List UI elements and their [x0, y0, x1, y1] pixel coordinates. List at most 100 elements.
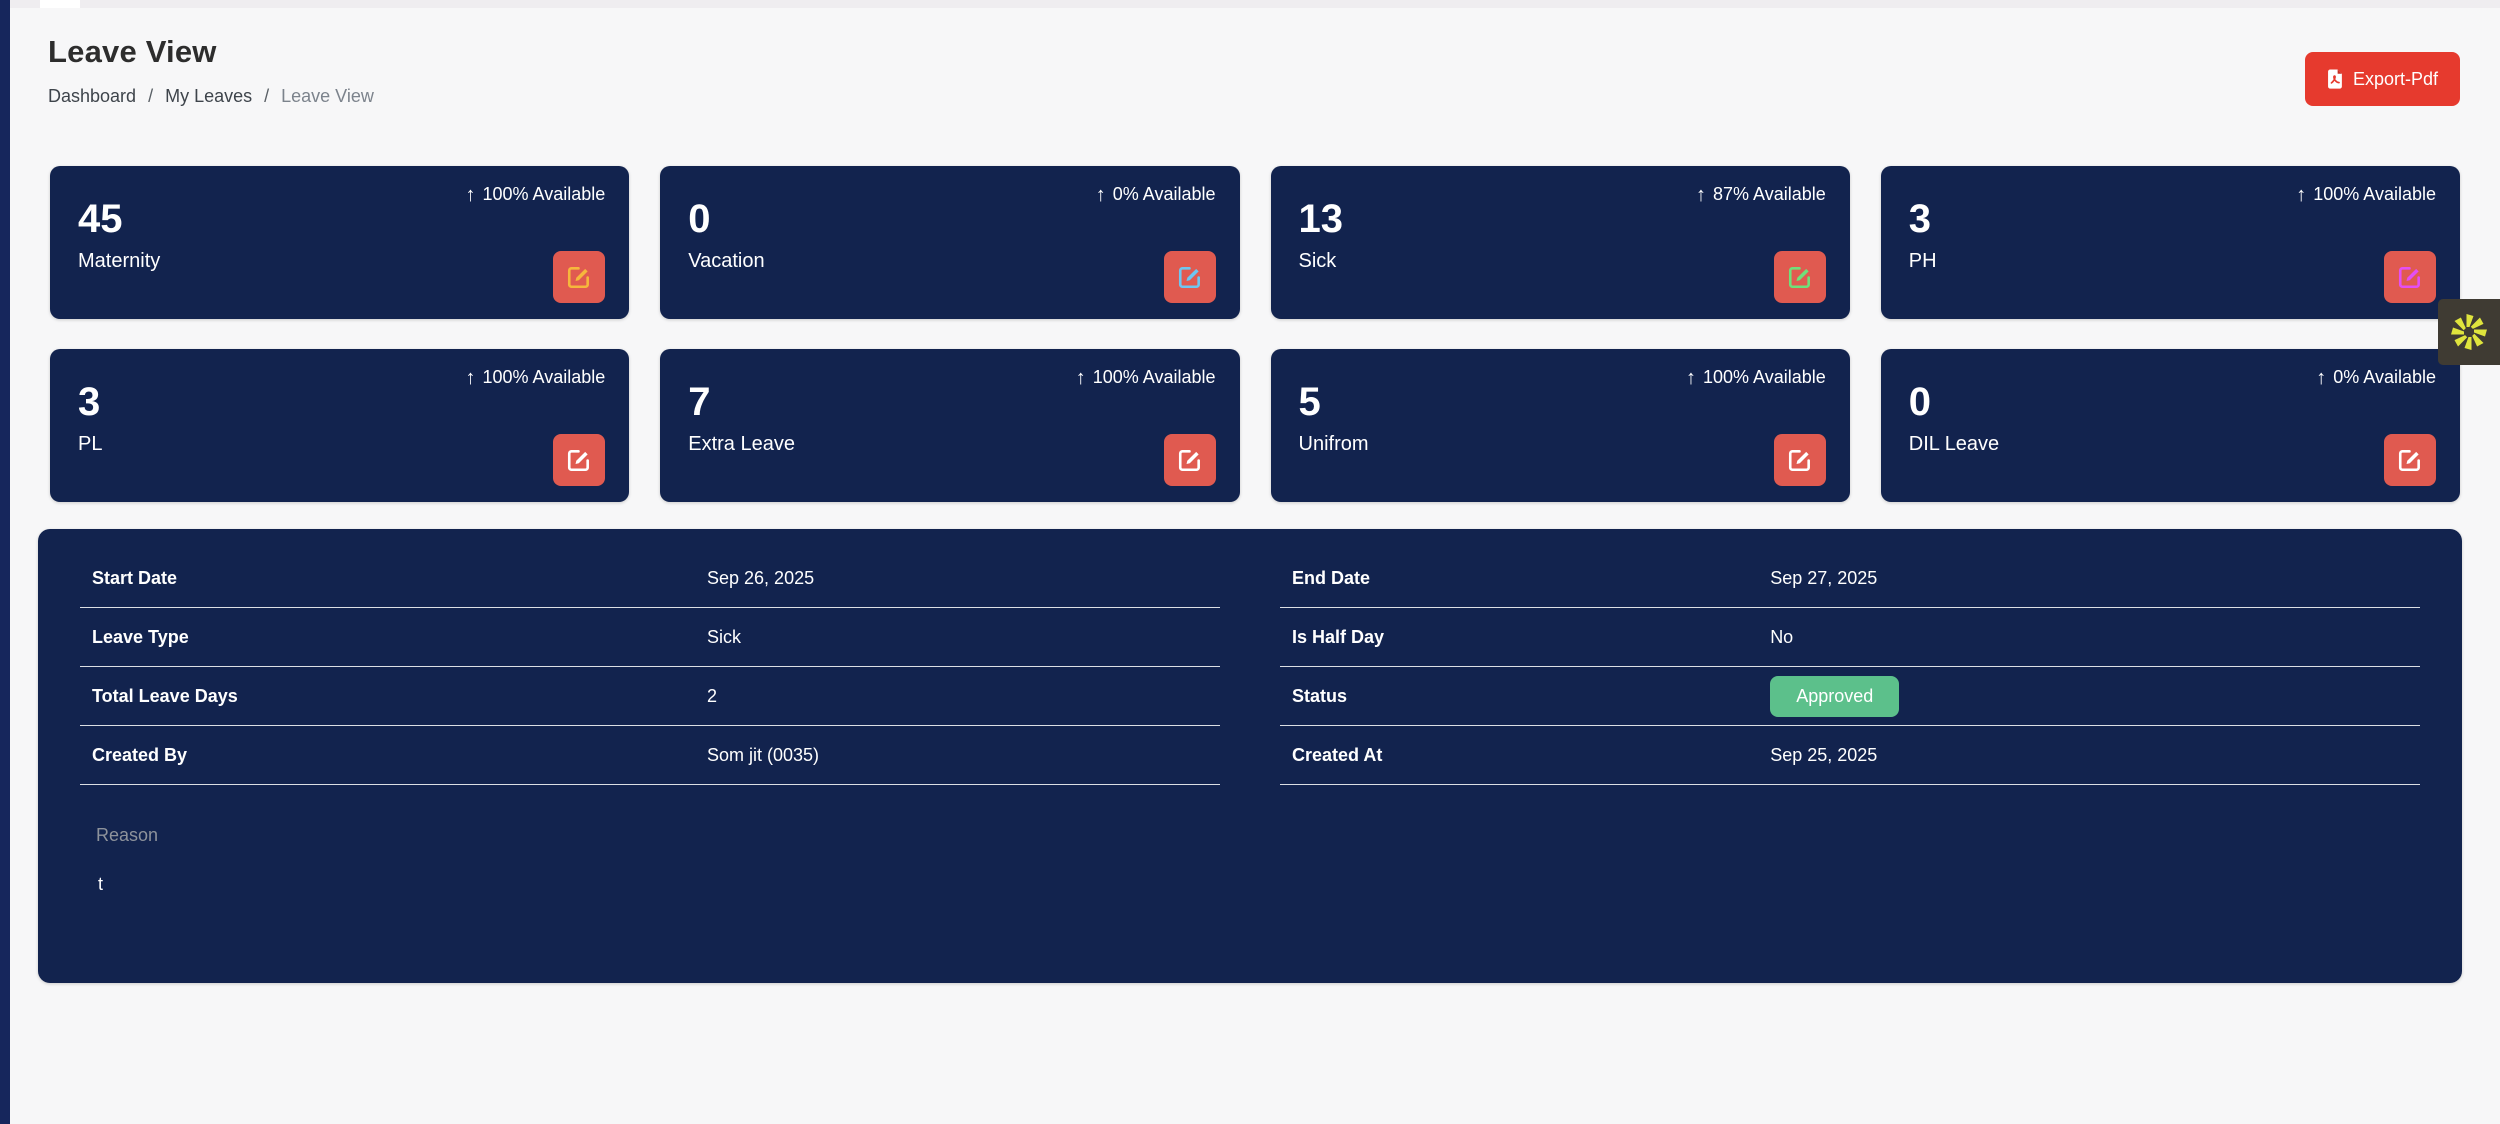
detail-label: End Date [1292, 567, 1371, 588]
breadcrumb-separator: / [264, 86, 270, 106]
arrow-up-icon: ↑ [1685, 366, 1696, 389]
leave-card-ph: ↑ 100% Available 3 PH [1880, 166, 2460, 319]
availability-indicator: ↑ 0% Available [1096, 184, 1216, 205]
top-strip-notch [40, 0, 80, 8]
breadcrumb: Dashboard / My Leaves / Leave View [48, 86, 2500, 107]
availability-label: 100% Available [482, 367, 606, 387]
arrow-up-icon: ↑ [2296, 183, 2307, 206]
page-header: Leave View Dashboard / My Leaves / Leave… [0, 0, 2500, 112]
leave-type-label: PL [78, 433, 103, 455]
leave-card-maternity: ↑ 100% Available 45 Maternity [50, 166, 630, 319]
edit-leave-button[interactable] [1773, 434, 1826, 486]
detail-label: Total Leave Days [92, 685, 238, 706]
arrow-up-icon: ↑ [1695, 183, 1706, 206]
export-pdf-button[interactable]: Export-Pdf [2304, 52, 2460, 106]
availability-indicator: ↑ 87% Available [1696, 184, 1826, 205]
leave-type-label: Extra Leave [688, 433, 795, 455]
leave-type-label: Maternity [78, 250, 161, 272]
detail-row-leave-type: Leave Type Sick [80, 608, 1220, 667]
leave-detail-panel: Start Date Sep 26, 2025 Leave Type Sick … [38, 529, 2462, 983]
detail-value: No [1770, 626, 1794, 647]
leave-cards-grid: ↑ 100% Available 45 Maternity ↑ 0% Avail… [50, 166, 2460, 502]
page-title: Leave View [48, 34, 217, 69]
edit-leave-button[interactable] [1163, 251, 1216, 303]
starburst-widget-button[interactable] [2438, 299, 2500, 365]
detail-row-status: Status Approved [1280, 667, 2420, 726]
leave-count: 3 [78, 380, 101, 424]
leave-card-vacation: ↑ 0% Available 0 Vacation [660, 166, 1240, 319]
reason-section: Reason t [80, 825, 2420, 895]
edit-leave-button[interactable] [553, 251, 606, 303]
edit-pencil-icon [1787, 264, 1813, 290]
detail-label: Is Half Day [1292, 626, 1385, 647]
detail-row-start-date: Start Date Sep 26, 2025 [80, 549, 1220, 608]
availability-indicator: ↑ 100% Available [2296, 184, 2436, 205]
detail-label: Created At [1292, 744, 1383, 765]
leave-card-extra-leave: ↑ 100% Available 7 Extra Leave [660, 349, 1240, 502]
export-pdf-label: Export-Pdf [2352, 68, 2438, 89]
leave-count: 45 [78, 197, 123, 241]
detail-value: Som jit (0035) [707, 744, 820, 765]
detail-label: Status [1292, 685, 1348, 706]
detail-column-left: Start Date Sep 26, 2025 Leave Type Sick … [80, 549, 1220, 785]
availability-label: 100% Available [1702, 367, 1826, 387]
edit-pencil-icon [1177, 447, 1203, 473]
arrow-up-icon: ↑ [2316, 366, 2327, 389]
detail-row-is-half-day: Is Half Day No [1280, 608, 2420, 667]
edit-leave-button[interactable] [1773, 251, 1826, 303]
edit-pencil-icon [1787, 447, 1813, 473]
reason-value: t [98, 874, 104, 894]
leave-type-label: PH [1908, 250, 1937, 272]
availability-label: 100% Available [1092, 367, 1216, 387]
leave-count: 3 [1908, 197, 1931, 241]
leave-type-label: Unifrom [1298, 433, 1369, 455]
leave-count: 13 [1298, 197, 1344, 241]
availability-label: 87% Available [1712, 184, 1826, 204]
detail-column-right: End Date Sep 27, 2025 Is Half Day No Sta… [1280, 549, 2420, 785]
leave-card-pl: ↑ 100% Available 3 PL [50, 349, 630, 502]
arrow-up-icon: ↑ [1095, 183, 1106, 206]
detail-row-end-date: End Date Sep 27, 2025 [1280, 549, 2420, 608]
leave-type-label: Vacation [688, 250, 765, 272]
breadcrumb-dashboard[interactable]: Dashboard [48, 86, 137, 106]
detail-value: Sep 26, 2025 [707, 567, 815, 588]
leave-count: 0 [1908, 380, 1931, 424]
reason-label: Reason [96, 825, 159, 845]
detail-row-created-by: Created By Som jit (0035) [80, 726, 1220, 785]
breadcrumb-current: Leave View [281, 86, 374, 106]
edit-pencil-icon [566, 447, 592, 473]
availability-label: 0% Available [1112, 184, 1216, 204]
leave-card-dil-leave: ↑ 0% Available 0 DIL Leave [1880, 349, 2460, 502]
breadcrumb-separator: / [148, 86, 154, 106]
edit-leave-button[interactable] [1163, 434, 1216, 486]
starburst-icon [2448, 311, 2490, 353]
leave-count: 7 [688, 380, 711, 424]
availability-indicator: ↑ 0% Available [2316, 367, 2436, 388]
leave-card-unifrom: ↑ 100% Available 5 Unifrom [1270, 349, 1850, 502]
leave-card-sick: ↑ 87% Available 13 Sick [1270, 166, 1850, 319]
edit-pencil-icon [2397, 447, 2423, 473]
arrow-up-icon: ↑ [465, 366, 476, 389]
availability-indicator: ↑ 100% Available [1686, 367, 1826, 388]
availability-indicator: ↑ 100% Available [1076, 367, 1216, 388]
top-strip [10, 0, 2500, 8]
detail-value: 2 [707, 685, 718, 706]
detail-value: Sick [707, 626, 742, 647]
leave-count: 5 [1298, 380, 1321, 424]
leave-type-label: DIL Leave [1908, 433, 2000, 455]
availability-label: 100% Available [2313, 184, 2436, 204]
availability-indicator: ↑ 100% Available [465, 367, 605, 388]
leave-type-label: Sick [1298, 250, 1337, 272]
detail-label: Leave Type [92, 626, 189, 647]
edit-leave-button[interactable] [2384, 251, 2436, 303]
breadcrumb-my-leaves[interactable]: My Leaves [165, 86, 253, 106]
left-edge-bar [0, 0, 10, 1124]
pdf-file-icon [2327, 69, 2344, 89]
edit-leave-button[interactable] [553, 434, 606, 486]
leave-count: 0 [688, 197, 711, 241]
edit-leave-button[interactable] [2384, 434, 2436, 486]
detail-label: Created By [92, 744, 188, 765]
availability-indicator: ↑ 100% Available [465, 184, 605, 205]
detail-value: Sep 27, 2025 [1770, 567, 1878, 588]
edit-pencil-icon [1177, 264, 1203, 290]
